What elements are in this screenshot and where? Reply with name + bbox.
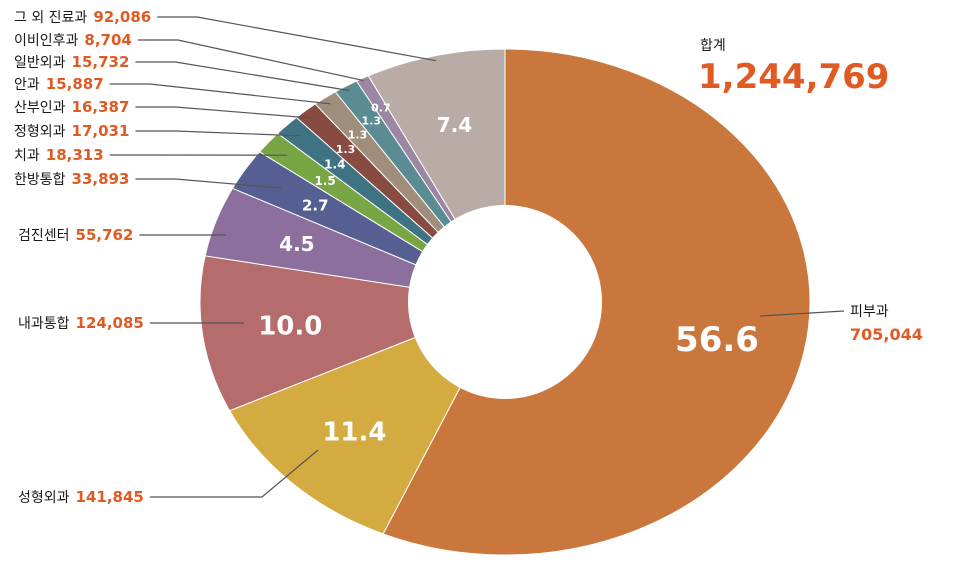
total-value: 1,244,769 xyxy=(698,57,889,97)
category-name: 한방통합 xyxy=(14,172,66,188)
category-value: 15,732 xyxy=(72,53,130,71)
category-value: 15,887 xyxy=(46,75,104,93)
category-name: 피부과 xyxy=(850,304,889,320)
percent-labels: 56.611.410.04.52.71.51.41.31.31.30.77.4 xyxy=(258,101,759,447)
category-value: 17,031 xyxy=(72,122,130,140)
percent-label: 1.3 xyxy=(336,143,356,156)
category-value: 55,762 xyxy=(76,226,134,244)
percent-label: 7.4 xyxy=(437,113,472,137)
category-value: 141,845 xyxy=(76,488,144,506)
category-labels: 피부과 705,044 성형외과 141,845 내과통합 124,085 검진센터 55,7… xyxy=(14,8,923,506)
category-name: 그 외 진료과 xyxy=(14,10,87,26)
category-name: 안과 xyxy=(14,77,40,93)
percent-label: 0.7 xyxy=(371,101,391,114)
category-name: 치과 xyxy=(14,148,40,164)
percent-label: 4.5 xyxy=(279,232,314,256)
category-value: 8,704 xyxy=(84,31,131,49)
leader-line xyxy=(137,39,364,82)
leader-line xyxy=(135,130,300,137)
category-value: 16,387 xyxy=(72,98,130,116)
leader-line xyxy=(135,106,314,119)
category-value: 33,893 xyxy=(72,170,130,188)
percent-label: 1.3 xyxy=(362,115,382,128)
percent-label: 11.4 xyxy=(322,418,386,448)
percent-label: 1.5 xyxy=(314,174,335,188)
category-name: 일반외과 xyxy=(14,55,66,71)
percent-label: 10.0 xyxy=(258,312,322,342)
leader-line xyxy=(135,61,350,92)
leader-line xyxy=(135,178,282,189)
category-name: 정형외과 xyxy=(14,124,66,140)
category-name: 내과통합 xyxy=(18,316,70,332)
percent-label: 2.7 xyxy=(302,197,329,215)
category-name: 성형외과 xyxy=(18,490,70,506)
leader-line xyxy=(759,310,845,317)
percent-label: 56.6 xyxy=(675,320,759,360)
total-label: 합계 xyxy=(700,38,726,54)
percent-label: 1.3 xyxy=(348,128,368,141)
percent-label: 1.4 xyxy=(324,157,345,171)
leader-lines xyxy=(109,16,845,498)
category-value: 18,313 xyxy=(46,146,104,164)
category-value: 92,086 xyxy=(93,8,151,26)
category-name: 이비인후과 xyxy=(14,33,79,49)
donut-hole xyxy=(408,205,602,399)
category-name: 검진센터 xyxy=(18,228,70,244)
category-value: 705,044 xyxy=(850,325,923,344)
category-value: 124,085 xyxy=(76,314,144,332)
leader-line xyxy=(157,16,437,62)
leader-line xyxy=(149,449,319,498)
leader-line xyxy=(109,83,331,105)
category-name: 산부인과 xyxy=(14,100,66,116)
